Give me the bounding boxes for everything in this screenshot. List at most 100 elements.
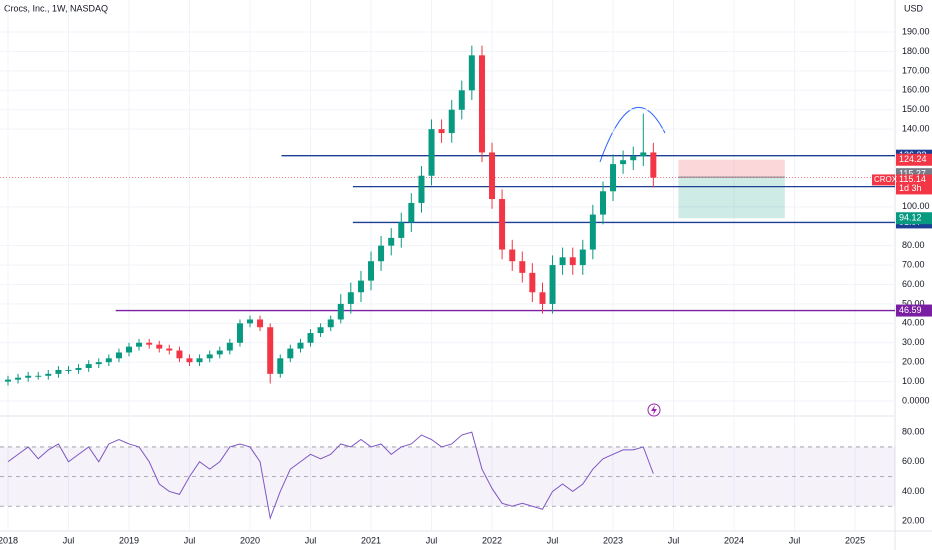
candle-body xyxy=(15,377,22,380)
candle-body xyxy=(236,323,243,343)
candle-body xyxy=(206,354,213,359)
x-tick-label: Jul xyxy=(789,535,801,545)
x-tick-label: 2020 xyxy=(240,535,260,545)
x-tick-label: Jul xyxy=(547,535,559,545)
y-tick-label: 170.00 xyxy=(902,65,930,75)
candle-body xyxy=(347,292,354,304)
candle-body xyxy=(539,292,546,304)
candle-body xyxy=(136,342,143,347)
candle-body xyxy=(257,319,264,328)
x-tick-label: Jul xyxy=(305,535,317,545)
candle-body xyxy=(247,319,254,324)
x-tick-label: Jul xyxy=(668,535,680,545)
target-label-box xyxy=(896,212,932,225)
candle-body xyxy=(75,368,82,370)
x-tick-label: 2023 xyxy=(603,535,623,545)
candle-body xyxy=(297,342,304,349)
candle-body xyxy=(478,55,485,153)
candle-body xyxy=(35,375,42,377)
y-tick-label: 10.00 xyxy=(902,376,925,386)
y-tick-label: 50.00 xyxy=(902,298,925,308)
rsi-tick-label: 60.00 xyxy=(902,456,925,466)
candle-body xyxy=(115,352,122,359)
y-tick-label: 80.00 xyxy=(902,240,925,250)
candle-body xyxy=(388,237,395,246)
rsi-tick-label: 40.00 xyxy=(902,486,925,496)
candle-body xyxy=(418,175,425,203)
level-label-box xyxy=(896,304,932,317)
candle-body xyxy=(186,358,193,363)
y-tick-label: 140.00 xyxy=(902,124,930,134)
candle-body xyxy=(499,199,506,250)
candle-body xyxy=(458,90,465,110)
y-tick-label: 150.00 xyxy=(902,104,930,114)
candle-body xyxy=(337,303,344,320)
y-tick-label: 180.00 xyxy=(902,46,930,56)
candle-body xyxy=(65,369,72,371)
candle-body xyxy=(166,348,173,351)
candle-body xyxy=(428,129,435,176)
y-tick-label: 160.00 xyxy=(902,85,930,95)
candle-body xyxy=(267,327,274,374)
candle-body xyxy=(125,346,132,353)
candle-body xyxy=(176,350,183,359)
candle-body xyxy=(226,342,233,351)
entry-label: 115.27 xyxy=(899,169,926,179)
y-tick-label: 30.00 xyxy=(902,337,925,347)
candle-body xyxy=(398,222,405,238)
stop-zone xyxy=(678,159,785,178)
candle-body xyxy=(156,344,163,349)
event-bolt xyxy=(651,405,657,415)
x-tick-label: 2025 xyxy=(845,535,865,545)
chart-title: Crocs, Inc., 1W, NASDAQ xyxy=(4,3,108,13)
candle-body xyxy=(519,261,526,273)
x-tick-label: Jul xyxy=(184,535,196,545)
level-label: 46.59 xyxy=(899,305,922,315)
candle-body xyxy=(438,129,445,134)
candle-body xyxy=(368,261,375,281)
y-tick-label: 40.00 xyxy=(902,318,925,328)
candle-body xyxy=(317,327,324,334)
candle-body xyxy=(579,249,586,266)
candle-body xyxy=(4,379,11,382)
candle-body xyxy=(589,214,596,250)
candle-body xyxy=(448,109,455,134)
candle-body xyxy=(559,257,566,266)
candle-body xyxy=(327,319,334,328)
y-tick-label: 100.00 xyxy=(902,201,930,211)
candle-body xyxy=(25,375,32,378)
candle-body xyxy=(216,350,223,355)
candle-body xyxy=(610,164,617,192)
candle-body xyxy=(489,152,496,200)
currency-label: USD xyxy=(904,3,924,13)
y-tick-label: 20.00 xyxy=(902,357,925,367)
candle-body xyxy=(146,342,153,345)
candle-body xyxy=(620,160,627,165)
candle-body xyxy=(529,272,536,293)
candle-body xyxy=(599,191,606,215)
candle-body xyxy=(45,373,52,376)
countdown-label: 1d 3h xyxy=(899,183,922,193)
candle-body xyxy=(549,265,556,304)
candle-body xyxy=(630,156,637,161)
rsi-tick-label: 20.00 xyxy=(902,515,925,525)
candle-body xyxy=(468,55,475,91)
candle-body xyxy=(55,369,62,374)
y-tick-label: 0.0000 xyxy=(902,395,930,405)
candle-body xyxy=(105,358,112,363)
last-price-label: 115.14 xyxy=(899,174,926,184)
candle-body xyxy=(378,245,385,262)
candle-body xyxy=(196,358,203,363)
x-tick-label: 2024 xyxy=(724,535,744,545)
rsi-line xyxy=(7,431,654,521)
candle-body xyxy=(408,202,415,223)
candle-body xyxy=(95,362,102,365)
x-tick-label: 2022 xyxy=(482,535,502,545)
candle-body xyxy=(357,280,364,293)
candle-body xyxy=(569,257,576,266)
arc-annotation xyxy=(599,106,666,163)
symbol-label: CROX xyxy=(874,175,898,184)
x-tick-label: 2018 xyxy=(0,535,18,545)
